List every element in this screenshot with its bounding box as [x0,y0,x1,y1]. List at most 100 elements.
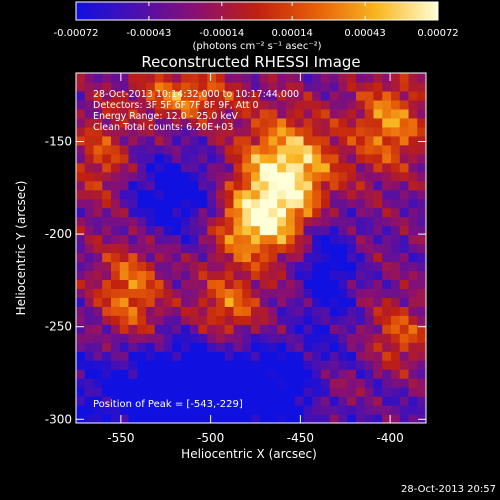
heatmap-cell [84,216,95,227]
heatmap-cell [137,81,147,92]
heatmap-cell [312,171,322,182]
x-tick-label: -400 [376,431,403,445]
heatmap-cell [329,252,340,263]
heatmap-cell [259,108,270,119]
heatmap-cell [216,162,226,173]
heatmap-cell [216,261,226,272]
heatmap-cell [119,198,130,209]
heatmap-cell [408,324,418,334]
heatmap-cell [399,207,410,218]
heatmap-cell [216,243,226,254]
heatmap-cell [216,387,226,397]
heatmap-cell [277,126,287,137]
heatmap-cell [399,378,410,388]
heatmap-cell [189,333,200,343]
heatmap-cell [321,117,331,128]
heatmap-cell [181,414,191,423]
heatmap-cell [163,414,173,423]
heatmap-cell [268,324,278,334]
heatmap-cell [146,243,156,254]
heatmap-cell [347,324,357,334]
heatmap-cell [391,144,401,155]
heatmap-cell [242,297,252,307]
heatmap-cell [329,234,340,245]
heatmap-cell [329,351,340,361]
heatmap-cell [102,108,112,119]
heatmap-cell [259,189,270,200]
heatmap-cell [259,90,270,101]
heatmap-cell [364,234,375,245]
heatmap-cell [338,387,348,397]
x-tick-label: -450 [287,431,314,445]
heatmap-cell [321,315,331,325]
heatmap-cell [417,279,426,289]
heatmap-cell [154,405,165,415]
heatmap-cell [93,360,103,370]
heatmap-cell [303,243,313,254]
colorbar-strip [75,1,439,21]
heatmap-cell [224,360,235,370]
y-tick-label: -200 [45,227,72,241]
heatmap-cell [102,378,112,388]
heatmap-cell [399,297,410,307]
heatmap-cell [399,144,410,155]
heatmap-cell [303,333,313,343]
heatmap-cell [233,396,243,406]
heatmap-cell [207,387,217,397]
heatmap-cell [102,135,112,146]
heatmap-cell [119,270,130,281]
heatmap-cell [408,99,418,110]
heatmap-cell [163,90,173,101]
heatmap-cell [329,171,340,182]
heatmap-cell [128,387,138,397]
heatmap-cell [251,144,261,155]
heatmap-cell [242,198,252,209]
heatmap-cell [137,315,147,325]
heatmap-cell [373,225,383,236]
heatmap-cell [119,396,130,406]
heatmap-cell [294,225,305,236]
heatmap-cell [137,387,147,397]
heatmap-cell [321,225,331,236]
heatmap-cell [163,225,173,236]
heatmap-cell [163,270,173,281]
heatmap-cell [347,405,357,415]
heatmap-cell [181,216,191,227]
heatmap-cell [321,270,331,281]
heatmap-cell [399,324,410,334]
heatmap-cell [312,342,322,352]
heatmap-cell [364,225,375,236]
heatmap-cell [189,198,200,209]
heatmap-cell [207,252,217,263]
heatmap-cell [207,144,217,155]
heatmap-cell [312,234,322,245]
heatmap-cell [303,414,313,423]
heatmap-cell [303,81,313,92]
heatmap-cell [84,117,95,128]
heatmap-cell [242,387,252,397]
heatmap-cell [251,342,261,352]
heatmap-cell [172,414,182,423]
heatmap-cell [356,306,366,316]
heatmap-cell [189,216,200,227]
heatmap-cell [146,189,156,200]
heatmap-cell [277,144,287,155]
heatmap-cell [391,135,401,146]
heatmap-cell [84,207,95,218]
heatmap-cell [242,108,252,119]
heatmap-cell [242,378,252,388]
heatmap-cell [102,351,112,361]
heatmap-cell [303,360,313,370]
heatmap-cell [417,261,426,272]
heatmap-cell [181,99,191,110]
heatmap-cell [76,73,86,83]
heatmap-cell [224,405,235,415]
heatmap-cell [93,135,103,146]
heatmap-cell [111,171,121,182]
heatmap-cell [356,234,366,245]
heatmap-cell [216,73,226,83]
heatmap-cell [216,108,226,119]
heatmap-cell [181,369,191,379]
heatmap-cell [251,405,261,415]
heatmap-cell [216,396,226,406]
